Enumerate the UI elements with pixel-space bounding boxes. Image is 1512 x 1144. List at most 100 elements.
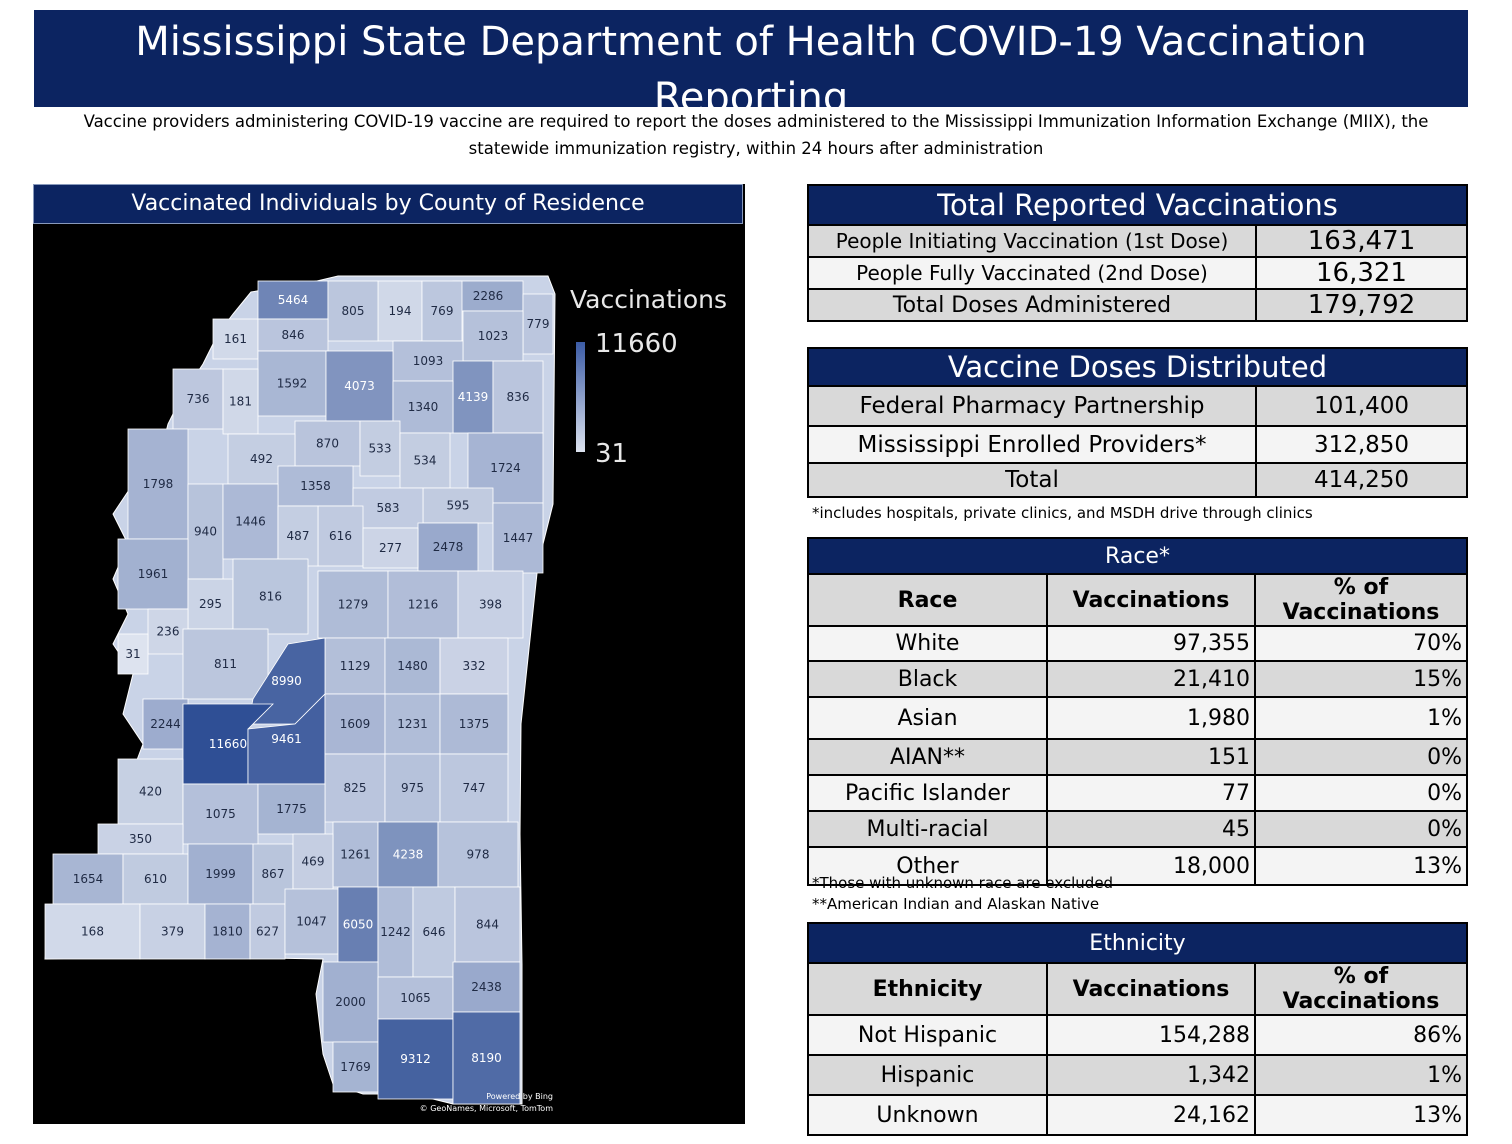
- county-shape[interactable]: [204, 903, 251, 960]
- county-shape[interactable]: [452, 280, 524, 312]
- county-shape[interactable]: [222, 368, 259, 435]
- race-footnote-aian: **American Indian and Alaskan Native: [812, 895, 1100, 913]
- county-shape[interactable]: [422, 487, 494, 524]
- race-name: White: [807, 625, 1048, 662]
- county-value-label: 940: [194, 525, 217, 539]
- county-shape[interactable]: [127, 428, 189, 540]
- county-value-label: 31: [125, 647, 140, 661]
- county-shape[interactable]: [439, 637, 509, 695]
- county-shape[interactable]: [362, 527, 419, 569]
- county-shape[interactable]: [452, 961, 521, 1013]
- county-shape[interactable]: [327, 280, 379, 342]
- county-value-label: 492: [250, 452, 273, 466]
- county-shape[interactable]: [452, 1011, 521, 1105]
- county-value-label: 1609: [340, 717, 371, 731]
- race-vaccinations: 21,410: [1046, 660, 1256, 698]
- county-shape[interactable]: [352, 487, 424, 529]
- county-shape[interactable]: [492, 360, 544, 434]
- county-shape[interactable]: [122, 853, 189, 905]
- county-shape[interactable]: [277, 465, 354, 507]
- race-footnote-unknown: *Those with unknown race are excluded: [812, 874, 1114, 892]
- legend-min: 31: [595, 439, 628, 469]
- county-value-label: 161: [224, 332, 247, 346]
- county-shape[interactable]: [172, 368, 224, 430]
- ethnicity-name: Unknown: [807, 1094, 1048, 1136]
- county-shape[interactable]: [232, 558, 309, 635]
- county-shape[interactable]: [97, 823, 184, 855]
- county-shape[interactable]: [292, 833, 334, 890]
- county-shape[interactable]: [139, 903, 206, 960]
- county-shape[interactable]: [249, 903, 286, 960]
- federal-pharmacy-label: Federal Pharmacy Partnership: [807, 385, 1257, 427]
- county-value-label: 1279: [338, 598, 369, 612]
- county-shape[interactable]: [392, 380, 454, 434]
- county-value-label: 1775: [276, 802, 307, 816]
- county-value-label: 1999: [205, 867, 236, 881]
- county-value-label: 4073: [344, 379, 375, 393]
- race-vaccinations: 151: [1046, 738, 1256, 776]
- county-shape[interactable]: [44, 903, 141, 960]
- county-shape[interactable]: [454, 886, 521, 963]
- county-shape[interactable]: [377, 1018, 454, 1100]
- county-value-label: 2438: [471, 980, 502, 994]
- county-shape[interactable]: [257, 783, 326, 835]
- county-shape[interactable]: [284, 888, 339, 955]
- county-shape[interactable]: [187, 578, 234, 630]
- race-pct: 70%: [1254, 625, 1468, 662]
- county-shape[interactable]: [492, 502, 544, 574]
- county-shape[interactable]: [117, 758, 184, 825]
- race-name: Black: [807, 660, 1048, 698]
- county-shape[interactable]: [317, 505, 364, 567]
- county-shape[interactable]: [182, 783, 259, 845]
- county-shape[interactable]: [439, 693, 509, 755]
- county-shape[interactable]: [222, 483, 279, 560]
- county-shape[interactable]: [325, 350, 394, 422]
- county-shape[interactable]: [324, 637, 386, 695]
- county-shape[interactable]: [377, 886, 414, 978]
- county-shape[interactable]: [187, 843, 254, 905]
- county-shape[interactable]: [392, 340, 464, 382]
- county-shape[interactable]: [332, 1041, 379, 1093]
- table-row: Multi-racial 45 0%: [807, 810, 1468, 848]
- county-value-label: 747: [463, 781, 486, 795]
- report-title: Mississippi State Department of Health C…: [135, 19, 1367, 121]
- county-shape[interactable]: [277, 505, 319, 567]
- county-shape[interactable]: [117, 538, 189, 610]
- county-shape[interactable]: [324, 753, 386, 823]
- ethnicity-pct: 13%: [1254, 1094, 1468, 1136]
- county-shape[interactable]: [142, 698, 189, 750]
- county-value-label: 11660: [209, 737, 247, 751]
- county-shape[interactable]: [377, 280, 423, 342]
- county-value-label: 8990: [271, 674, 302, 688]
- legend-color-bar: [576, 342, 585, 452]
- county-value-label: 1023: [478, 329, 509, 343]
- county-shape[interactable]: [212, 318, 259, 360]
- distributed-footnote: *includes hospitals, private clinics, an…: [812, 504, 1313, 522]
- race-vaccinations: 1,980: [1046, 696, 1256, 740]
- county-shape[interactable]: [522, 293, 554, 355]
- county-value-label: 534: [414, 454, 437, 468]
- county-shape[interactable]: [387, 570, 459, 639]
- enrolled-providers-label: Mississippi Enrolled Providers*: [807, 425, 1257, 464]
- county-shape[interactable]: [257, 318, 329, 352]
- county-shape[interactable]: [462, 310, 524, 362]
- county-shape[interactable]: [399, 432, 451, 489]
- county-value-label: 583: [377, 501, 400, 515]
- county-shape[interactable]: [117, 633, 149, 675]
- county-value-label: 420: [139, 785, 162, 799]
- county-value-label: 1654: [73, 872, 104, 886]
- county-shape[interactable]: [257, 350, 327, 417]
- county-shape[interactable]: [437, 821, 519, 888]
- table-row: Not Hispanic 154,288 86%: [807, 1014, 1468, 1056]
- county-shape[interactable]: [412, 886, 456, 978]
- county-shape[interactable]: [384, 693, 441, 755]
- county-shape[interactable]: [421, 280, 463, 342]
- county-shape[interactable]: [322, 961, 379, 1043]
- county-value-label: 1480: [397, 659, 428, 673]
- county-shape[interactable]: [182, 628, 269, 700]
- county-shape[interactable]: [337, 886, 379, 963]
- county-shape[interactable]: [417, 522, 479, 572]
- county-value-label: 846: [282, 328, 305, 342]
- county-shape[interactable]: [147, 608, 189, 655]
- county-shape[interactable]: [457, 570, 524, 639]
